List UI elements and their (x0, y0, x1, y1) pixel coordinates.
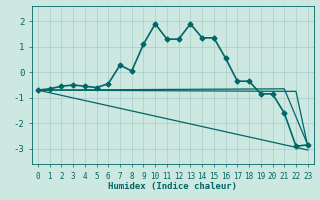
X-axis label: Humidex (Indice chaleur): Humidex (Indice chaleur) (108, 182, 237, 191)
